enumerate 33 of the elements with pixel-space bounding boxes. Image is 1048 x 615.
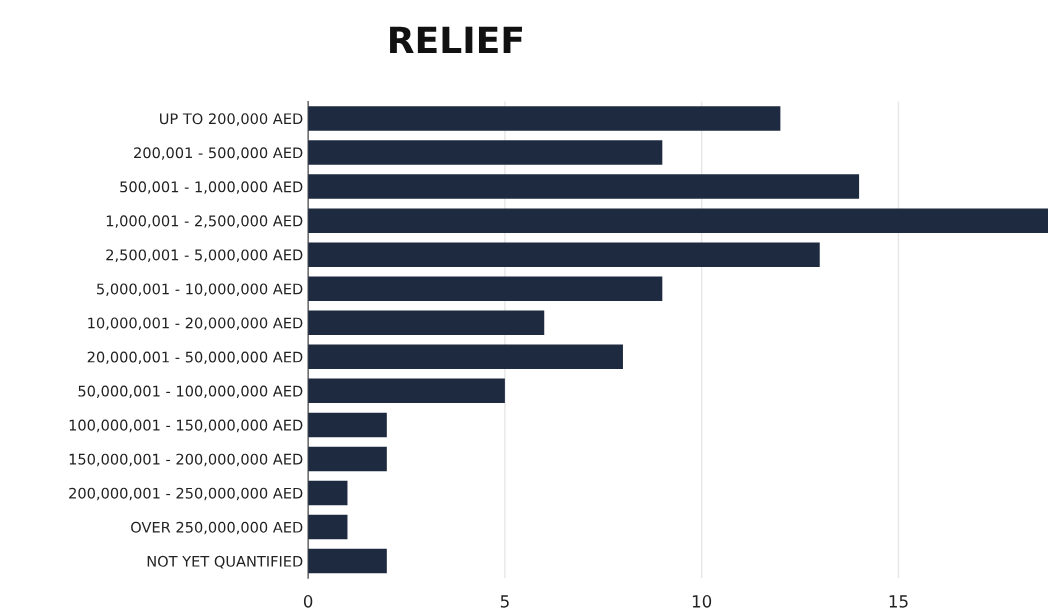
x-tick-label: 10 (692, 595, 712, 608)
y-tick-label: 20,000,001 - 50,000,000 AED (87, 351, 303, 365)
y-tick-label: 500,001 - 1,000,000 AED (120, 181, 303, 194)
bar (308, 412, 387, 438)
x-tick-label: 5 (500, 595, 509, 608)
bar (308, 174, 860, 199)
y-tick-label: 100,000,001 - 150,000,000 AED (69, 419, 303, 433)
y-tick-label: 1,000,001 - 2,500,000 AED (106, 215, 303, 228)
y-tick-label: NOT YET QUANTIFIED (147, 555, 303, 569)
y-tick-label: 150,000,001 - 200,000,000 AED (69, 453, 303, 467)
bar (308, 276, 663, 301)
y-tick-label: OVER 250,000,000 AED (131, 521, 303, 535)
x-tick-label: 0 (303, 595, 313, 608)
bar (308, 106, 781, 131)
chart-title: RELIEF (390, 26, 522, 54)
bar (308, 548, 387, 574)
bar (308, 378, 505, 404)
x-tick-label: 15 (889, 595, 908, 608)
bar (308, 140, 663, 165)
bar (308, 344, 623, 370)
bar (308, 310, 545, 336)
y-tick-label: 200,000,001 - 250,000,000 AED (69, 487, 303, 501)
y-tick-label: 5,000,001 - 10,000,000 AED (97, 283, 303, 296)
bar (308, 480, 348, 506)
bar (308, 208, 1048, 233)
y-tick-label: 10,000,001 - 20,000,000 AED (88, 317, 303, 330)
y-tick-label: 50,000,001 - 100,000,000 AED (78, 385, 303, 399)
y-tick-label: 200,001 - 500,000 AED (134, 147, 303, 160)
bar (308, 514, 348, 540)
bar (308, 446, 387, 472)
bar (308, 242, 820, 267)
y-tick-label: 2,500,001 - 5,000,000 AED (106, 249, 303, 262)
y-tick-label: UP TO 200,000 AED (160, 113, 303, 126)
